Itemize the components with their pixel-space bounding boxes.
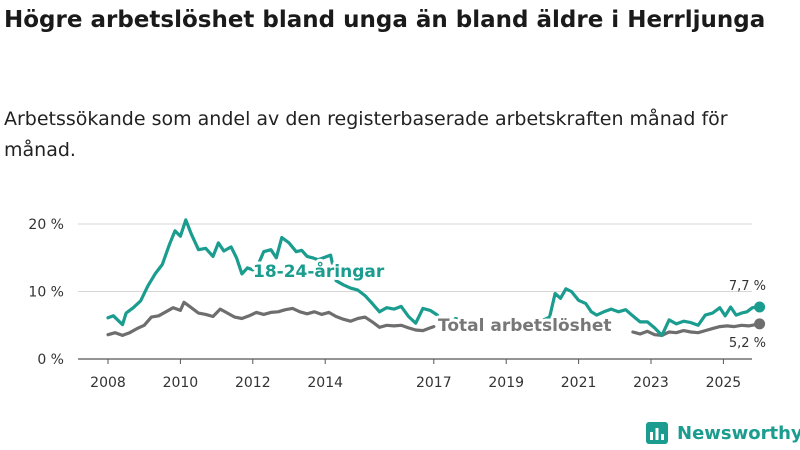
series-line	[106, 300, 436, 337]
x-tick-label: 2023	[633, 375, 669, 391]
series-line	[631, 322, 762, 337]
x-tick-label: 2025	[706, 375, 742, 391]
series-label-total: Total arbetslöshet	[438, 316, 612, 336]
x-tick-label: 2019	[488, 375, 524, 391]
end-value-label-total: 5,2 %	[729, 336, 766, 351]
brand-name: Newsworthy	[677, 422, 800, 444]
chart-subtitle: Arbetssökande som andel av den registerb…	[4, 108, 728, 161]
series-line	[540, 287, 762, 337]
brand-logo[interactable]: Newsworthy	[645, 419, 800, 447]
series-lines	[106, 218, 766, 337]
x-tick-label: 2017	[416, 375, 452, 391]
series-labels: 18-24-åringar Total arbetslöshet 7,7 % 5,2 …	[250, 257, 766, 351]
x-tick-label: 2021	[561, 375, 597, 391]
y-tick-label: 10 %	[28, 285, 64, 301]
newsworthy-logo-icon	[646, 422, 668, 444]
series-line	[106, 218, 468, 332]
series-end-point	[754, 318, 766, 330]
x-tick-label: 2010	[163, 375, 199, 391]
series-end-point	[754, 301, 766, 313]
x-tick-label: 2014	[307, 375, 343, 391]
x-tick-label: 2008	[90, 375, 126, 391]
series-label-youth: 18-24-åringar	[253, 260, 385, 282]
grid	[78, 223, 752, 360]
chart-title: Högre arbetslöshet bland unga än bland ä…	[4, 7, 766, 33]
x-tick-label: 2012	[235, 375, 271, 391]
axes: 0 % 10 % 20 % 2008 2010 2012 2014 2017 2019 2021 2…	[28, 217, 741, 391]
y-tick-label: 0 %	[37, 352, 64, 368]
y-tick-label: 20 %	[28, 217, 64, 233]
end-value-label-youth: 7,7 %	[729, 279, 766, 294]
